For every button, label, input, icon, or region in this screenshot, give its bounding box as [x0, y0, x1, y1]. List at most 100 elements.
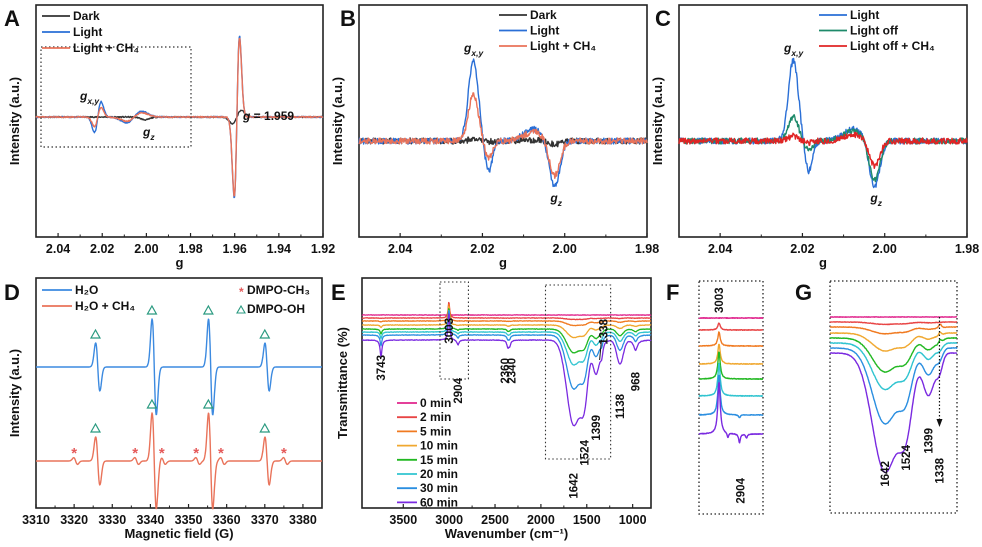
series-line-5-min [361, 303, 652, 327]
dmpo-oh-marker [259, 422, 271, 433]
dmpo-oh-marker [89, 328, 102, 339]
peak-label-1642: 1642 [880, 461, 892, 487]
x-tick-label: 2.02 [790, 242, 814, 256]
series-line-20-min [698, 362, 764, 397]
x-tick-label: 2.04 [46, 242, 70, 256]
panel-d: 3310 3320 3330 3340 3350 3360 3370 3380 Magnetic… [7, 277, 323, 541]
x-tick-label: 3350 [175, 513, 203, 527]
series-line-light [358, 58, 648, 188]
series-line-h2o [35, 318, 323, 416]
dmpo-ch3-marker: * [218, 445, 224, 462]
panel-letter: A [4, 6, 20, 31]
series-line-5-min [698, 331, 764, 347]
legend-label-light: Light [530, 24, 559, 38]
y-axis-title: Intensity (a.u.) [7, 77, 22, 165]
panel-c-frame [678, 4, 968, 238]
dmpo-oh-marker [146, 398, 158, 409]
legend-label-dark: Dark [73, 9, 100, 23]
x-tick-label: 2.00 [873, 242, 897, 256]
x-tick-label: 1.98 [955, 242, 979, 256]
series-line-60-min [829, 352, 958, 474]
y-axis-title: Intensity (a.u.) [7, 349, 22, 437]
dmpo-oh-marker [89, 422, 102, 433]
series-line-2-min [361, 301, 652, 321]
series-line-light-off-ch4 [678, 131, 968, 169]
annotation-gz: gz [142, 125, 155, 142]
y-axis-title: Intensity (a.u.) [650, 77, 665, 165]
annotation-g-value: g = 1.959 [242, 109, 294, 123]
dmpo-ch3-marker: * [159, 445, 165, 462]
peak-label-1399: 1399 [924, 428, 936, 454]
x-tick-label: 3380 [289, 513, 317, 527]
x-tick-label: 3340 [136, 513, 164, 527]
x-tick-label: 3320 [60, 513, 88, 527]
x-axis-title: g [499, 255, 507, 270]
legend-label-dmpo-ch3: DMPO-CH₃ [247, 283, 310, 297]
series-line-2-min [829, 321, 958, 326]
series-line-15-min [829, 337, 958, 373]
panel-g: 1642 1524 1399 1338 [829, 280, 958, 514]
x-axis-title: Wavenumber (cm⁻¹) [445, 526, 568, 541]
series-line-60-min [361, 313, 652, 427]
peak-label-1338: 1338 [934, 457, 946, 483]
panel-c: 2.04 2.02 2.00 1.98 g Intensity (a.u.) gx,y gz L… [650, 4, 979, 270]
series-line-20-min [829, 342, 958, 391]
dmpo-oh-marker [202, 304, 214, 315]
series-line-10-min [698, 343, 764, 365]
x-tick-label: 2.04 [708, 242, 732, 256]
series-line-light-ch4 [35, 37, 324, 197]
x-axis-title: Magnetic field (G) [124, 526, 233, 541]
legend-label-2-min: 2 min [420, 410, 451, 424]
x-tick-label: 1500 [573, 513, 601, 527]
series-line-60-min [698, 382, 764, 444]
series-line-5-min [829, 323, 958, 335]
annotation-gz: gz [869, 191, 882, 208]
dmpo-ch3-marker: * [71, 445, 77, 462]
legend-label-light-off: Light off [850, 24, 899, 38]
series-line-20-min [361, 309, 652, 366]
series-line-10-min [829, 331, 958, 352]
panel-letter: D [4, 280, 20, 305]
legend-label-0-min: 0 min [420, 396, 451, 410]
panel-b-frame [358, 4, 648, 238]
legend-label-30-min: 30 min [420, 481, 458, 495]
peak-label-1642: 1642 [569, 473, 581, 499]
legend-label-h2o: H₂O [75, 283, 98, 297]
zoom-box [544, 284, 612, 460]
peak-label-3003: 3003 [444, 318, 456, 344]
series-line-light-ch4 [358, 92, 648, 179]
legend-label-dmpo-oh: DMPO-OH [247, 302, 305, 316]
x-tick-label: 1000 [619, 513, 647, 527]
x-tick-label: 3000 [435, 513, 463, 527]
legend-label-light-off-ch4: Light off + CH₄ [850, 39, 935, 53]
legend-label-15-min: 15 min [420, 453, 458, 467]
series-line-h2o-ch4 [35, 412, 323, 510]
peak-label-2340: 2340 [507, 358, 519, 384]
annotation-gxy: gx,y [783, 41, 804, 58]
peak-label-968: 968 [631, 371, 643, 391]
arrow-head-1338 [936, 419, 943, 427]
series-line-30-min [829, 347, 958, 425]
y-axis-title: Transmittance (%) [335, 327, 350, 439]
panel-e-frame [361, 277, 652, 509]
panel-letter: C [655, 6, 671, 31]
peak-label-3743: 3743 [376, 355, 388, 381]
x-tick-label: 2000 [527, 513, 555, 527]
arrow-1338 [599, 339, 602, 361]
dmpo-oh-marker [259, 328, 271, 339]
zoom-box [439, 281, 469, 380]
panel-f: 3003 2904 [698, 280, 764, 515]
x-tick-label: 2500 [481, 513, 509, 527]
panel-a: 2.04 2.02 2.00 1.98 1.96 1.94 1.92 g Intensity (… [7, 4, 335, 270]
dmpo-ch3-marker: * [132, 445, 138, 462]
legend-label-light-ch4: Light + CH₄ [73, 41, 139, 55]
series-line-30-min [698, 374, 764, 419]
legend-label-5-min: 5 min [420, 424, 451, 438]
dmpo-ch3-marker: * [281, 445, 287, 462]
panel-e: 3500 3000 2500 2000 1500 1000 Wavenumber (cm⁻¹… [335, 277, 652, 541]
x-tick-label: 1.94 [267, 242, 291, 256]
series-line-15-min [361, 308, 652, 354]
dmpo-oh-marker [146, 304, 158, 315]
x-tick-label: 2.00 [553, 242, 577, 256]
